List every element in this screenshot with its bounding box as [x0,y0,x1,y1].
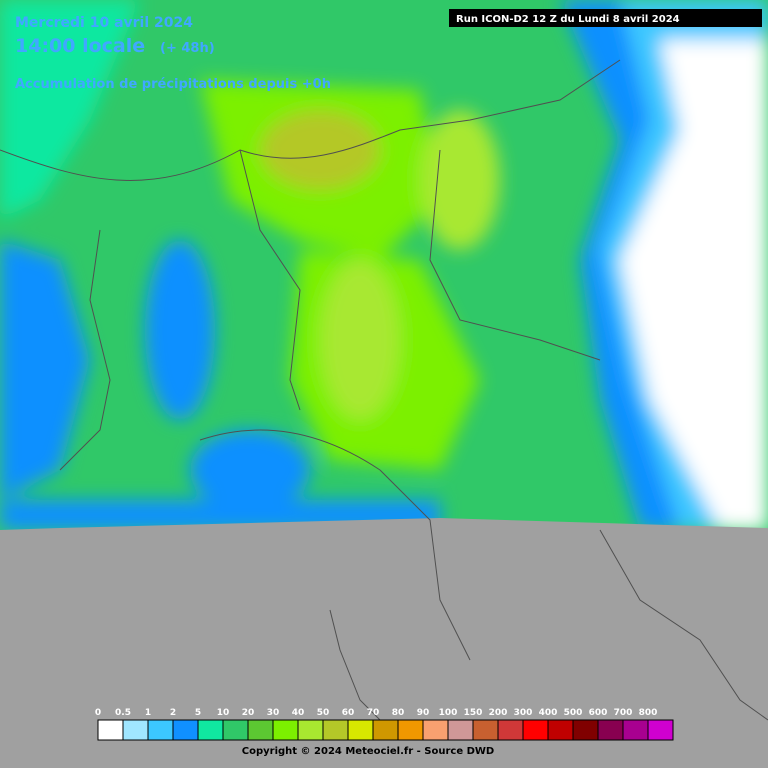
legend-swatch [422,719,449,741]
legend-label: 50 [317,708,330,718]
legend-swatch [597,719,624,741]
legend-swatch [547,719,574,741]
legend-swatch [247,719,274,741]
legend-swatch [272,719,299,741]
legend-label: 2 [170,708,176,718]
legend-label: 20 [242,708,255,718]
legend-label: 700 [614,708,633,718]
run-info: Run ICON-D2 12 Z du Lundi 8 avril 2024 [456,14,680,25]
legend-label: 100 [439,708,458,718]
legend-swatch [622,719,649,741]
legend-swatch [647,719,674,741]
legend-label: 90 [417,708,430,718]
legend-label: 30 [267,708,280,718]
legend-swatch [397,719,424,741]
legend-swatch [297,719,324,741]
legend-swatch [147,719,174,741]
legend-label: 300 [514,708,533,718]
legend-label: 600 [589,708,608,718]
legend-label: 80 [392,708,405,718]
subtitle: Accumulation de précipitations depuis +0… [15,77,331,92]
legend-swatch [522,719,549,741]
legend-label: 10 [217,708,230,718]
legend-swatch [197,719,224,741]
time: 14:00 locale [15,35,145,57]
legend-label: 0.5 [115,708,131,718]
legend-swatch [122,719,149,741]
run-banner [449,9,762,27]
legend-swatch [347,719,374,741]
legend-label: 1 [145,708,151,718]
borders [0,59,768,721]
legend: 0 0.5 1 2 5 10 20 30 40 50 60 70 80 90 100 150 200 300 400… [95,708,674,741]
legend-label: 70 [367,708,380,718]
copyright: Copyright © 2024 Meteociel.fr - Source D… [242,746,494,757]
legend-label: 5 [195,708,201,718]
legend-label: 150 [464,708,483,718]
legend-swatch [497,719,524,741]
legend-label: 40 [292,708,305,718]
legend-label: 200 [489,708,508,718]
legend-swatch [222,719,249,741]
legend-label: 500 [564,708,583,718]
legend-swatch [322,719,349,741]
legend-swatch [97,719,124,741]
legend-label: 400 [539,708,558,718]
legend-label: 60 [342,708,355,718]
legend-swatch [572,719,599,741]
legend-label: 800 [639,708,658,718]
legend-swatch [447,719,474,741]
legend-swatch [172,719,199,741]
date: Mercredi 10 avril 2024 [15,15,193,31]
legend-swatch [472,719,499,741]
lead-time: (+ 48h) [160,41,215,56]
legend-swatch [372,719,399,741]
legend-label: 0 [95,708,101,718]
